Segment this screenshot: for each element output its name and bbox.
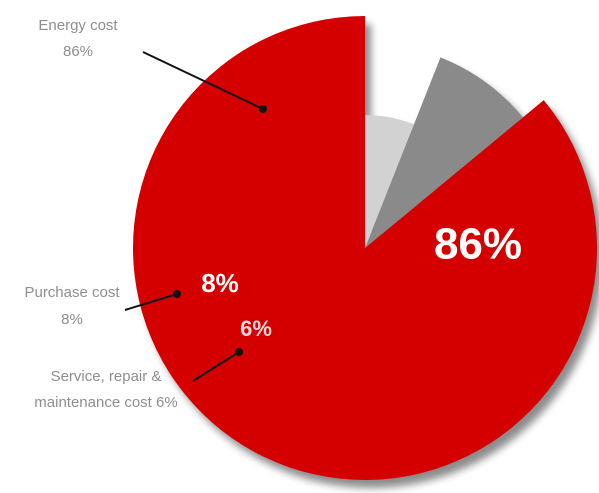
leader-line-purchase-cost: [124, 293, 178, 311]
leader-lines: [124, 51, 267, 382]
callout-labels: Energy cost 86% Purchase cost 8% Service, re…: [24, 17, 177, 411]
leader-dot-energy-cost: [259, 105, 267, 113]
leader-line-service-cost: [192, 351, 240, 382]
callout-label-energy-cost-line-1: Energy cost: [38, 17, 118, 34]
callout-label-service-cost-line-2: maintenance cost 6%: [34, 394, 177, 411]
slice-value-label-purchase-cost: 8%: [201, 268, 239, 298]
slice-value-label-service-cost: 6%: [240, 316, 272, 341]
callout-label-service-cost-line-1: Service, repair &: [51, 368, 162, 385]
leader-dot-service-cost: [235, 348, 243, 356]
leader-dot-purchase-cost: [173, 290, 181, 298]
pie-slice-service-cost: [365, 115, 414, 248]
slice-value-label-energy-cost: 86%: [434, 220, 522, 269]
leader-line-energy-cost: [142, 51, 264, 110]
slice-value-labels: 86% 8%6%: [201, 220, 522, 341]
callout-label-purchase-cost-line-1: Purchase cost: [24, 284, 120, 301]
callout-label-purchase-cost-line-2: 8%: [61, 311, 83, 328]
callout-label-energy-cost-line-2: 86%: [63, 43, 93, 60]
pie-slice-purchase-cost: [365, 57, 523, 249]
pie-slices: [132, 16, 597, 480]
